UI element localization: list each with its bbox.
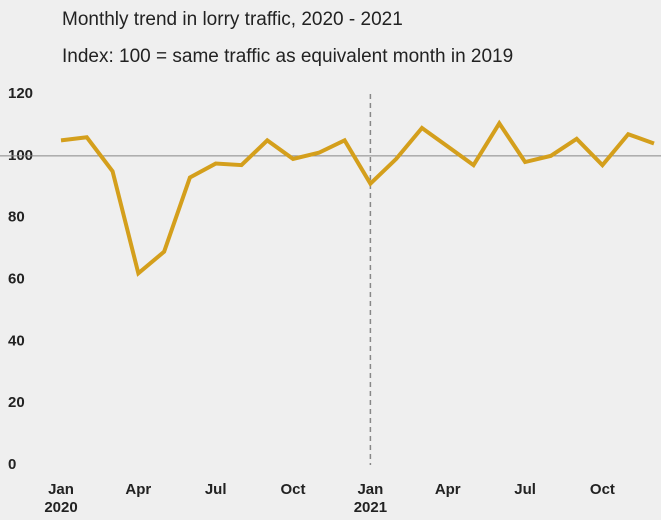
y-tick-label: 40: [8, 332, 25, 349]
y-tick-label: 0: [8, 456, 16, 473]
x-tick-label: Apr: [125, 481, 152, 498]
chart-title: Monthly trend in lorry traffic, 2020 - 2…: [62, 9, 403, 30]
x-tick-label: Apr: [434, 481, 461, 498]
data-line: [60, 119, 655, 277]
x-tick-label: Jul: [514, 481, 536, 498]
y-tick-label: 20: [8, 394, 25, 411]
chart-subtitle: Index: 100 = same traffic as equivalent …: [62, 46, 513, 67]
y-tick-label: 80: [8, 209, 25, 226]
y-tick-label: 120: [8, 85, 33, 102]
x-tick-label: Oct: [589, 481, 615, 498]
y-tick-label: 60: [8, 270, 25, 287]
x-tick-label: Jan 2021: [353, 481, 388, 516]
x-tick-label: Jan 2020: [44, 481, 78, 516]
x-tick-label: Jul: [204, 481, 227, 498]
y-tick-label: 100: [8, 147, 33, 164]
x-tick-label: Oct: [280, 481, 306, 498]
